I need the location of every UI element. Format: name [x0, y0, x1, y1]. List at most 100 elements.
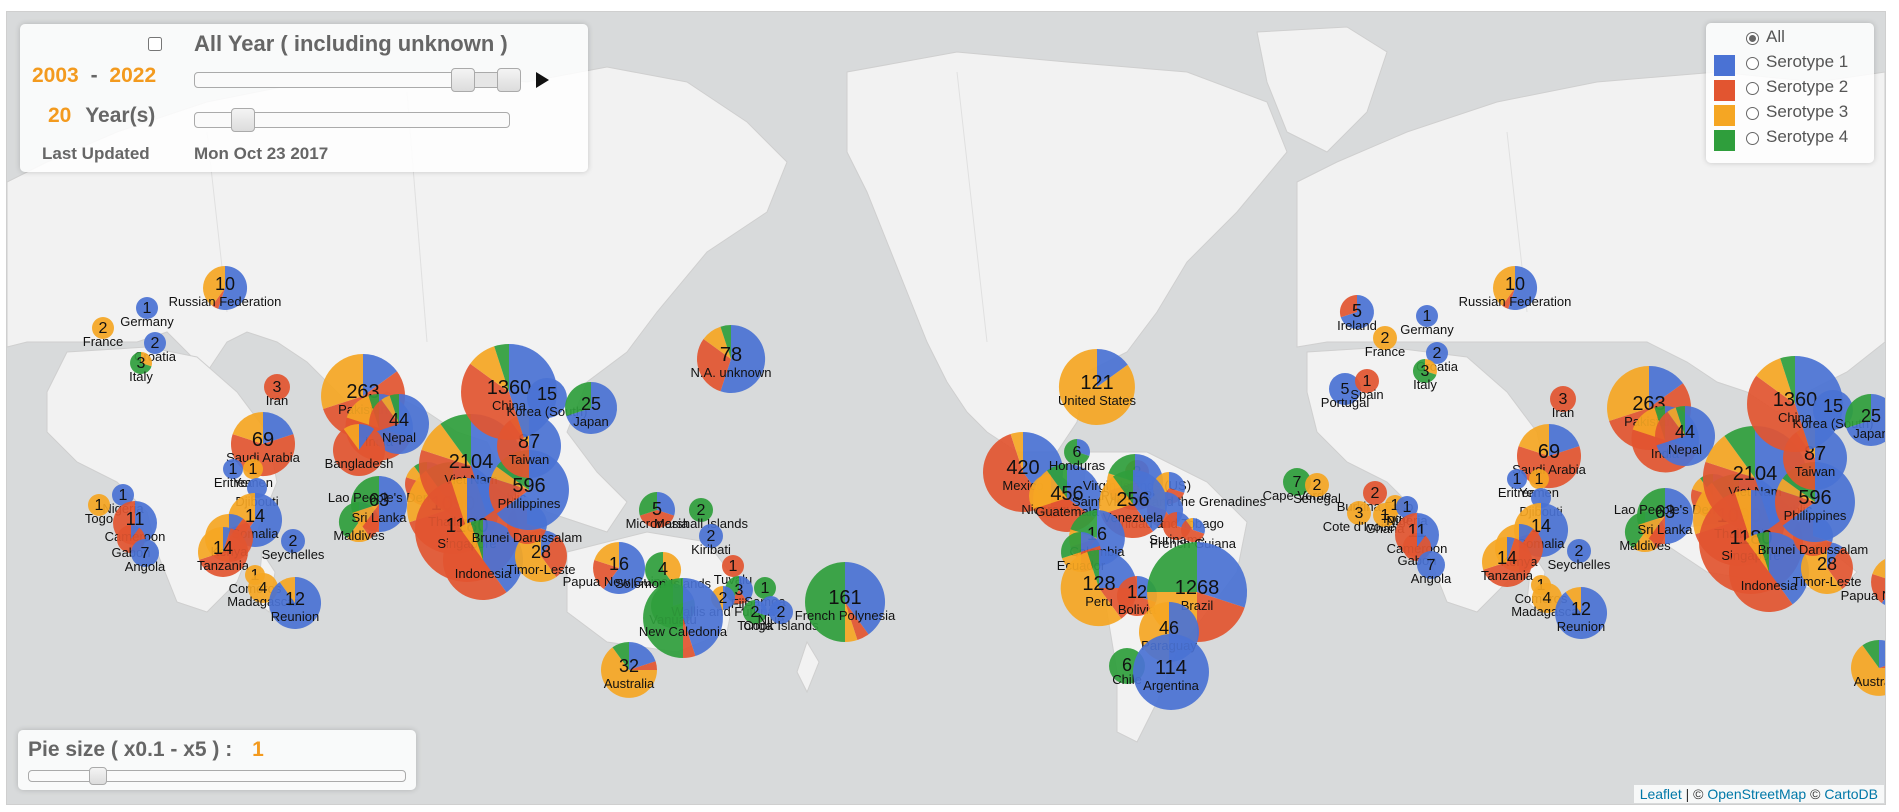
pie-slice-serotype-2[interactable] — [1197, 592, 1245, 643]
pie-marker-australia-b[interactable]: Australia — [1851, 639, 1885, 696]
pie-slice-serotype-4[interactable] — [645, 552, 674, 588]
pie-slice-serotype-1[interactable] — [112, 484, 134, 506]
carto-link[interactable]: CartoDB — [1824, 786, 1878, 802]
pie-slice-serotype-4[interactable] — [805, 562, 845, 642]
pie-slice-serotype-4[interactable] — [1147, 542, 1197, 592]
pie-slice-serotype-3[interactable] — [491, 466, 529, 491]
pie-slice-serotype-2[interactable] — [1502, 288, 1515, 309]
pie-slice-serotype-3[interactable] — [1305, 473, 1329, 497]
pie-slice-serotype-1[interactable] — [1133, 634, 1209, 710]
pie-slice-serotype-3[interactable] — [594, 542, 619, 568]
pie-slice-serotype-4[interactable] — [639, 492, 657, 516]
pie-size-slider[interactable] — [28, 767, 406, 785]
all-year-checkbox[interactable] — [148, 37, 162, 51]
legend-row-serotype-4[interactable]: Serotype 4 — [1714, 127, 1864, 151]
pie-slice-serotype-4[interactable] — [1087, 550, 1099, 588]
year-end-handle[interactable] — [497, 68, 521, 92]
pie-slice-serotype-3[interactable] — [1185, 517, 1193, 530]
pie-slice-serotype-3[interactable] — [1033, 470, 1067, 509]
pie-slice-serotype-2[interactable] — [369, 399, 399, 434]
pie-slice-serotype-1[interactable] — [363, 353, 397, 396]
pie-slice-serotype-3[interactable] — [347, 522, 371, 543]
pie-slice-serotype-1[interactable] — [223, 526, 231, 552]
pie-slice-serotype-3[interactable] — [421, 423, 472, 466]
pie-slice-serotype-1[interactable] — [359, 424, 375, 450]
pie-slice-serotype-3[interactable] — [197, 527, 223, 560]
pie-marker-bangladesh-a[interactable]: Bangladesh — [325, 424, 394, 477]
pie-slice-serotype-4[interactable] — [351, 476, 379, 513]
pie-slice-serotype-1[interactable] — [1133, 470, 1168, 532]
legend-row-serotype-3[interactable]: Serotype 3 — [1714, 102, 1864, 126]
pie-slice-serotype-1[interactable] — [379, 476, 407, 532]
pie-slice-serotype-3[interactable] — [232, 412, 263, 444]
pie-slice-serotype-1[interactable] — [541, 530, 557, 556]
pie-slice-serotype-2[interactable] — [461, 363, 524, 441]
legend-radio[interactable] — [1746, 82, 1759, 95]
pie-slice-serotype-2[interactable] — [1871, 574, 1885, 603]
pie-slice-serotype-1[interactable] — [496, 450, 569, 530]
pie-slice-serotype-1[interactable] — [1827, 542, 1843, 568]
pie-slice-serotype-1[interactable] — [845, 562, 886, 635]
pie-slice-serotype-1[interactable] — [723, 586, 735, 610]
pie-slice-serotype-1[interactable] — [1549, 424, 1580, 456]
pie-slice-serotype-3[interactable] — [1745, 534, 1770, 572]
pie-slice-serotype-2[interactable] — [683, 618, 696, 658]
pie-slice-serotype-4[interactable] — [1780, 355, 1795, 404]
pie-slice-serotype-1[interactable] — [1077, 438, 1091, 456]
pie-slice-serotype-3[interactable] — [1756, 358, 1795, 404]
pie-slice-serotype-3[interactable] — [1493, 266, 1515, 306]
legend-radio[interactable] — [1746, 32, 1759, 45]
pie-slice-serotype-1[interactable] — [1329, 373, 1361, 405]
pie-slice-serotype-4[interactable] — [389, 394, 399, 424]
pie-slice-serotype-2[interactable] — [1180, 520, 1205, 542]
year-count-handle[interactable] — [231, 108, 255, 132]
leaflet-link[interactable]: Leaflet — [1639, 786, 1682, 802]
pie-slice-serotype-4[interactable] — [1756, 532, 1769, 572]
pie-slice-serotype-2[interactable] — [1363, 481, 1387, 505]
pie-slice-serotype-4[interactable] — [1862, 639, 1880, 668]
pie-slice-serotype-1[interactable] — [1879, 640, 1885, 668]
pie-slice-serotype-2[interactable] — [845, 602, 869, 640]
pie-size-handle[interactable] — [89, 767, 107, 785]
pie-slice-serotype-1[interactable] — [1846, 394, 1885, 446]
pie-slice-serotype-1[interactable] — [136, 297, 158, 319]
pie-slice-serotype-3[interactable] — [470, 346, 509, 392]
pie-slice-serotype-2[interactable] — [1550, 386, 1576, 412]
pie-slice-serotype-1[interactable] — [1067, 464, 1102, 518]
pie-slice-serotype-3[interactable] — [450, 477, 467, 530]
pie-slice-serotype-4[interactable] — [494, 343, 509, 392]
pie-slice-serotype-1[interactable] — [1197, 542, 1248, 608]
pie-slice-serotype-2[interactable] — [1655, 411, 1685, 446]
pie-slice-serotype-2[interactable] — [541, 535, 567, 577]
pie-slice-serotype-3[interactable] — [1347, 501, 1371, 525]
pie-slice-serotype-1[interactable] — [699, 524, 723, 548]
pie-slice-serotype-3[interactable] — [279, 577, 295, 603]
pie-slice-serotype-3[interactable] — [703, 326, 732, 359]
pie-marker-unknown[interactable]: 78N.A. unknown — [691, 324, 772, 393]
pie-slice-serotype-2[interactable] — [333, 429, 386, 477]
pie-slice-serotype-2[interactable] — [1747, 375, 1810, 453]
pie-slice-serotype-2[interactable] — [199, 528, 248, 577]
pie-slice-serotype-1[interactable] — [603, 542, 646, 594]
pie-slice-serotype-4[interactable] — [689, 498, 713, 522]
pie-slice-serotype-4[interactable] — [1412, 358, 1437, 384]
pie-slice-serotype-3[interactable] — [88, 494, 110, 516]
pie-slice-serotype-3[interactable] — [1532, 583, 1562, 613]
legend-row-all[interactable]: All — [1714, 27, 1864, 51]
pie-slice-serotype-1[interactable] — [720, 324, 766, 393]
pie-slice-serotype-1[interactable] — [1567, 539, 1591, 563]
pie-slice-serotype-3[interactable] — [1777, 478, 1815, 503]
pie-slice-serotype-2[interactable] — [1879, 659, 1885, 668]
